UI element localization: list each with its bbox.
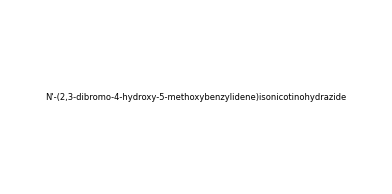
Text: N'-(2,3-dibromo-4-hydroxy-5-methoxybenzylidene)isonicotinohydrazide: N'-(2,3-dibromo-4-hydroxy-5-methoxybenzy… bbox=[45, 93, 347, 101]
